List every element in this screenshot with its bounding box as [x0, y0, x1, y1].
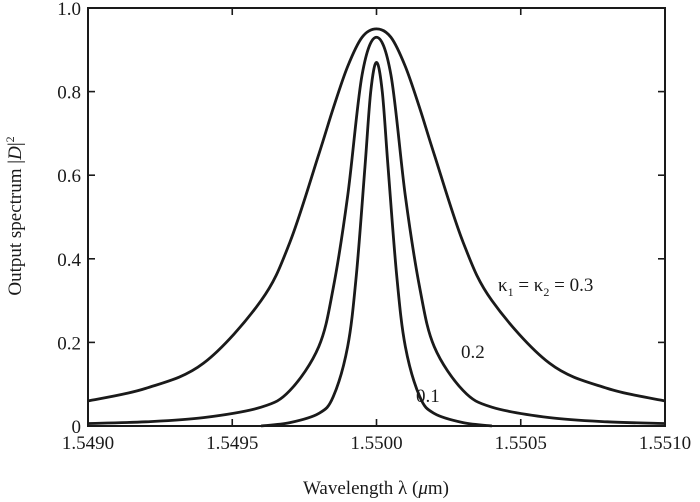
y-tick-label: 0.8 [57, 83, 81, 104]
series-line-2 [87, 35, 666, 425]
y-tick-label: 0.4 [57, 250, 81, 271]
series-curves [87, 27, 666, 428]
x-tick-label: 1.5505 [495, 433, 547, 454]
series-line-1 [87, 27, 666, 403]
ticks: 1.5490 1.5495 1.5500 1.5505 1.5510 0 0.2 0.4 0.6… [57, 0, 691, 454]
curve-label-0-1: 0.1 [416, 386, 440, 407]
x-tick-label: 1.5500 [350, 433, 402, 454]
curve-label-0-2: 0.2 [461, 342, 485, 363]
y-axis-label: Output spectrum |D|2 [3, 136, 26, 295]
curve-label-0-3: κ1 = κ2 = 0.3 [498, 275, 593, 299]
x-tick-label: 1.5510 [639, 433, 691, 454]
x-tick-label: 1.5490 [62, 433, 114, 454]
plot-frame [87, 7, 666, 427]
y-tick-label: 0.2 [57, 333, 81, 354]
series-line-3 [260, 60, 493, 428]
x-axis-label: Wavelength λ (μm) [303, 478, 449, 499]
x-tick-label: 1.5495 [206, 433, 258, 454]
y-tick-label: 0.6 [57, 166, 81, 187]
y-tick-label: 1.0 [57, 0, 81, 20]
y-tick-label: 0 [72, 417, 82, 438]
